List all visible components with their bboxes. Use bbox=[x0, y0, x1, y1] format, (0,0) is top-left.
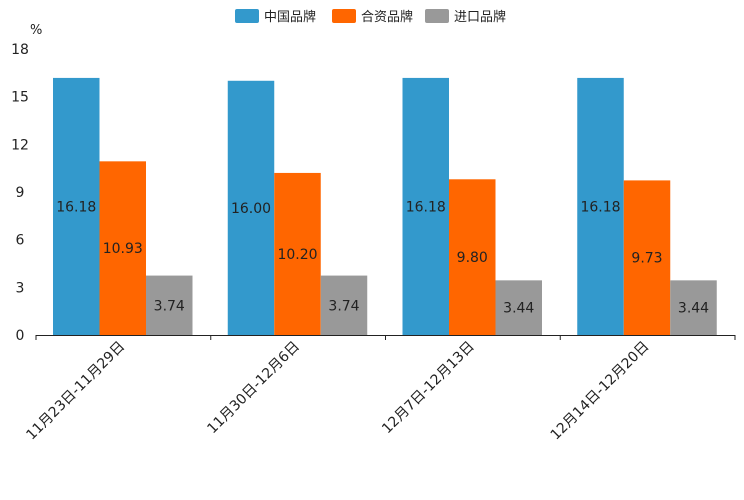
x-category-label: 11月23日-11月29日 bbox=[23, 339, 128, 444]
y-axis: 0 3 6 9 12 15 18 bbox=[11, 42, 29, 344]
y-tick-label: 15 bbox=[11, 90, 29, 106]
bar-value-label: 10.93 bbox=[103, 241, 143, 257]
legend-label-2: 进口品牌 bbox=[454, 9, 506, 25]
bar-value-label: 3.44 bbox=[503, 301, 534, 317]
bar-2-0 bbox=[146, 275, 193, 335]
legend-swatch-0 bbox=[235, 9, 259, 23]
bar-value-label: 16.18 bbox=[56, 199, 96, 215]
bar-2-3 bbox=[670, 280, 717, 335]
bar-value-label: 16.18 bbox=[406, 199, 446, 215]
y-tick-label: 6 bbox=[16, 233, 25, 249]
bar-value-label: 10.20 bbox=[277, 247, 317, 263]
bar-1-1 bbox=[274, 172, 321, 335]
bar-2-2 bbox=[495, 280, 542, 335]
bar-value-label: 16.00 bbox=[231, 201, 271, 217]
y-tick-label: 12 bbox=[11, 137, 29, 153]
bar-value-label: 3.44 bbox=[678, 301, 709, 317]
y-tick-label: 18 bbox=[11, 42, 29, 58]
bar-1-2 bbox=[449, 179, 496, 335]
y-axis-unit-label: % bbox=[30, 23, 42, 38]
y-tick-label: 0 bbox=[16, 328, 25, 344]
bar-2-1 bbox=[320, 275, 368, 335]
y-tick-label: 3 bbox=[16, 280, 25, 296]
bar-value-label: 16.18 bbox=[580, 199, 620, 215]
x-category-label: 12月7日-12月13日 bbox=[379, 339, 478, 438]
bar-value-label: 9.73 bbox=[631, 251, 662, 267]
value-labels: 16.18 10.93 3.74 16.00 10.20 3.74 16.18 9.80 3.4… bbox=[56, 199, 709, 316]
legend: 中国品牌 合资品牌 进口品牌 bbox=[235, 9, 506, 25]
legend-swatch-1 bbox=[332, 9, 356, 23]
bar-0-2 bbox=[402, 77, 449, 335]
x-category-label: 11月30日-12月6日 bbox=[204, 339, 303, 438]
x-category-label: 12月14日-12月20日 bbox=[548, 339, 653, 444]
legend-swatch-2 bbox=[425, 9, 449, 23]
legend-label-0: 中国品牌 bbox=[264, 9, 316, 25]
bar-value-label: 9.80 bbox=[457, 250, 488, 266]
bar-0-1 bbox=[227, 80, 275, 336]
y-tick-label: 9 bbox=[16, 185, 25, 201]
bar-value-label: 3.74 bbox=[154, 298, 185, 314]
bar-1-3 bbox=[623, 180, 671, 335]
bar-0-3 bbox=[577, 77, 624, 335]
bar-0-0 bbox=[53, 77, 100, 335]
x-axis: 11月23日-11月29日 11月30日-12月6日 12月7日-12月13日 12月… bbox=[23, 335, 736, 444]
bar-1-0 bbox=[99, 161, 146, 335]
bar-value-label: 3.74 bbox=[328, 298, 359, 314]
bars bbox=[53, 77, 717, 336]
legend-label-1: 合资品牌 bbox=[361, 9, 413, 25]
